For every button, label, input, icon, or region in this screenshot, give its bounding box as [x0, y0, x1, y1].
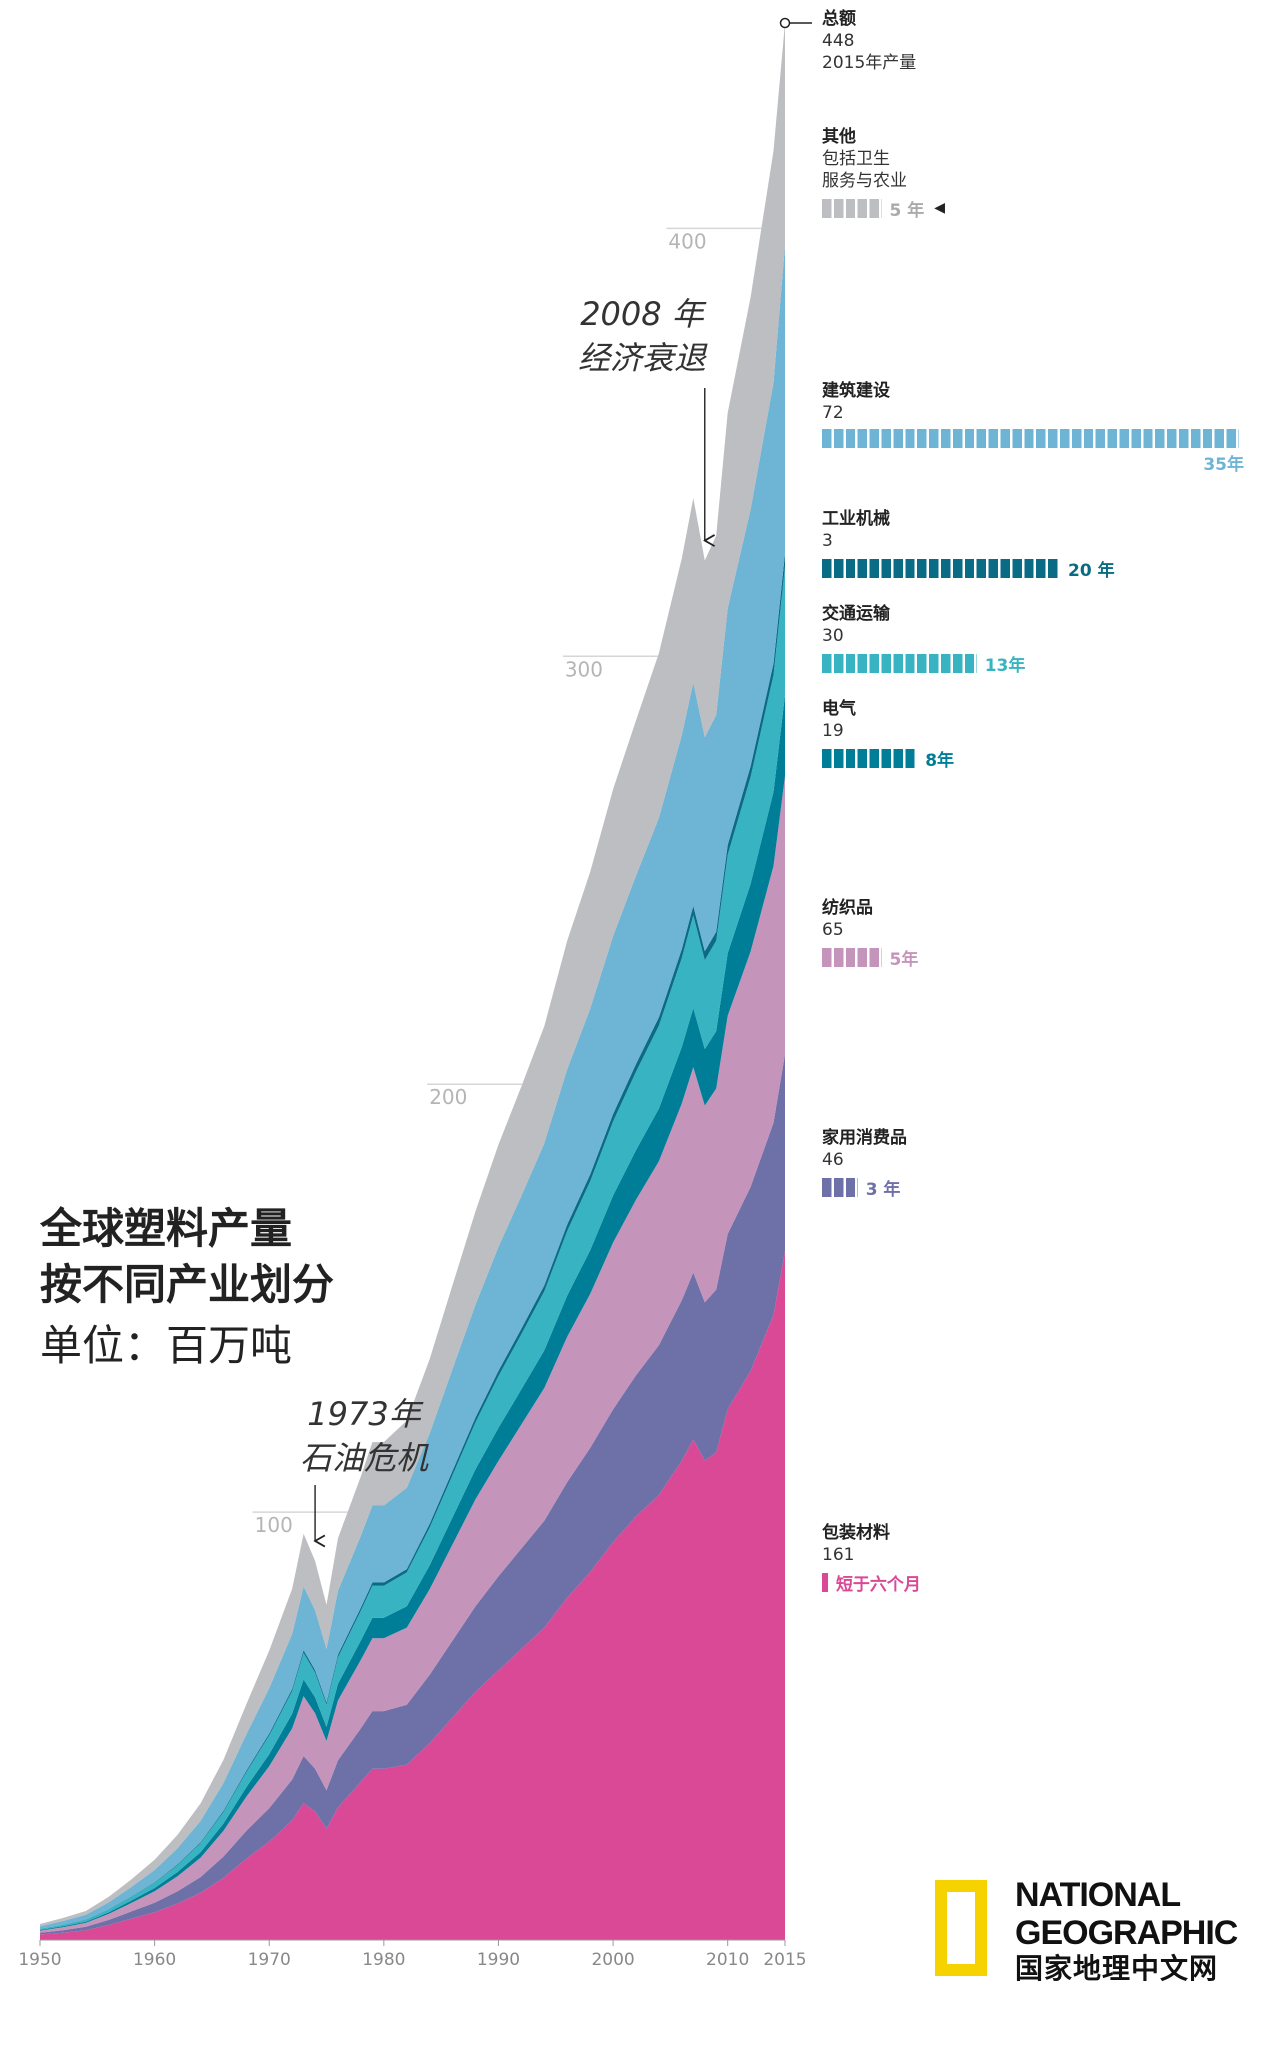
- lifetime-bar: [822, 653, 977, 673]
- y-gridlines: [252, 227, 762, 1513]
- y-tick-400: 400: [668, 229, 706, 253]
- lifetime-label: 13年: [984, 655, 1026, 676]
- legend-value: 30: [822, 626, 844, 646]
- legend-name: 建筑建设: [822, 381, 890, 401]
- annotation-recession: 2008 年 经济衰退: [578, 292, 706, 380]
- lifetime-label: 5 年: [889, 200, 925, 221]
- logo-line-3: 国家地理中文网: [1015, 1953, 1219, 1984]
- x-tick-1990: 1990: [477, 1950, 520, 1970]
- lifetime-bar: [822, 1177, 858, 1197]
- legend-name: 家用消费品: [822, 1128, 907, 1148]
- x-tick-1950: 1950: [18, 1950, 61, 1970]
- lifetime-label: 35年: [1203, 455, 1244, 475]
- total-sub: 2015年产量: [822, 53, 917, 73]
- y-tick-labels: 100 200 300 400: [255, 229, 707, 1537]
- lifetime-label: 5年: [889, 949, 919, 970]
- legend-value: 46: [822, 1150, 844, 1170]
- lifetime-bar: [822, 947, 882, 967]
- legend-packaging: 包装材料 161 短于六个月: [822, 1522, 1272, 1595]
- legend-transport: 交通运输 30 13年: [822, 603, 1272, 676]
- x-tick-labels: 1950 1960 1970 1980 1990 2000 2010 2015: [18, 1939, 807, 1970]
- area-series-1: [40, 1054, 785, 1935]
- lifetime-label: 3 年: [865, 1179, 901, 1200]
- area-series-0: [40, 1251, 785, 1940]
- total-value: 448: [822, 31, 855, 51]
- legend-name: 工业机械: [822, 509, 890, 529]
- title-line-2: 按不同产业划分: [40, 1260, 335, 1309]
- y-tick-300: 300: [565, 657, 603, 681]
- lifetime-label: 20 年: [1068, 560, 1115, 581]
- logo-text: NATIONAL GEOGRAPHIC 国家地理中文网: [1015, 1876, 1238, 1986]
- x-tick-2010: 2010: [706, 1950, 749, 1970]
- x-tick-1960: 1960: [133, 1950, 176, 1970]
- lifetime-label: 8年: [925, 750, 955, 771]
- legend-name: 电气: [822, 699, 856, 719]
- annotation-oil-crisis-year: 1973年: [307, 1395, 421, 1433]
- lifetime-row: 8年: [822, 747, 1272, 771]
- legend-total: 总额 448 2015年产量: [822, 8, 1272, 74]
- total-marker-circle: [779, 17, 791, 29]
- x-tick-1970: 1970: [248, 1950, 291, 1970]
- legend-construction: 建筑建设 72 35年: [822, 380, 1272, 475]
- legend-consumer: 家用消费品 46 3 年: [822, 1127, 1272, 1200]
- annotation-oil-crisis: 1973年 石油危机: [300, 1392, 428, 1480]
- area-series-2: [40, 776, 785, 1933]
- legend-name: 包装材料: [822, 1523, 890, 1543]
- y-tick-200: 200: [429, 1085, 467, 1109]
- x-tick-1980: 1980: [362, 1950, 405, 1970]
- lifetime-bar: [822, 1572, 828, 1592]
- x-tick-2015: 2015: [763, 1950, 806, 1970]
- legend-name: 纺织品: [822, 898, 873, 918]
- annotation-oil-crisis-text: 石油危机: [300, 1439, 429, 1477]
- unit-label: 单位：百万吨: [40, 1321, 293, 1370]
- lifetime-row: 5年: [822, 946, 1272, 970]
- legend-electrical: 电气 19 8年: [822, 698, 1272, 771]
- legend-name: 其他: [822, 127, 856, 147]
- legend-desc-line: 包括卫生: [822, 149, 890, 169]
- national-geographic-logo: NATIONAL GEOGRAPHIC 国家地理中文网: [935, 1876, 1238, 1990]
- area-series: [40, 23, 785, 1940]
- lifetime-row: 13年: [822, 652, 1272, 676]
- legend-value: 65: [822, 920, 844, 940]
- x-tick-2000: 2000: [591, 1950, 634, 1970]
- logo-line-2: GEOGRAPHIC: [1015, 1914, 1238, 1952]
- legend-value: 72: [822, 403, 844, 423]
- annotation-recession-year: 2008 年: [580, 295, 704, 333]
- lifetime-bar: [822, 198, 882, 218]
- lifetime-bar: [822, 558, 1060, 578]
- lifetime-bar: [822, 748, 918, 768]
- y-tick-100: 100: [255, 1513, 293, 1537]
- legend-textiles: 纺织品 65 5年: [822, 897, 1272, 970]
- lifetime-label: 短于六个月: [835, 1574, 921, 1595]
- logo-line-1: NATIONAL: [1015, 1876, 1181, 1914]
- annotation-recession-text: 经济衰退: [578, 339, 707, 377]
- lifetime-row: 5 年 ◀: [822, 197, 1272, 221]
- lifetime-row: 3 年: [822, 1176, 1272, 1200]
- total-marker: [779, 17, 812, 29]
- lifetime-row: 35年: [822, 429, 1272, 475]
- legend-value: 161: [822, 1545, 855, 1565]
- yellow-frame-icon: [935, 1880, 987, 1976]
- total-label: 总额: [822, 9, 856, 29]
- legend-value: 3: [822, 531, 833, 551]
- lifetime-row: 短于六个月: [822, 1571, 1272, 1595]
- legend-desc-line: 服务与农业: [822, 171, 907, 191]
- lifetime-row: 20 年: [822, 557, 1272, 581]
- legend-industrial: 工业机械 3 20 年: [822, 508, 1272, 581]
- legend-other: 其他 包括卫生 服务与农业 5 年 ◀: [822, 126, 1272, 221]
- title-line-1: 全球塑料产量: [40, 1204, 293, 1253]
- legend-value: 19: [822, 721, 844, 741]
- lifetime-bar: [822, 429, 1239, 448]
- annotation-arrows: [315, 388, 705, 1541]
- legend-name: 交通运输: [822, 604, 890, 624]
- pointer-arrow-icon: ◀: [934, 200, 946, 216]
